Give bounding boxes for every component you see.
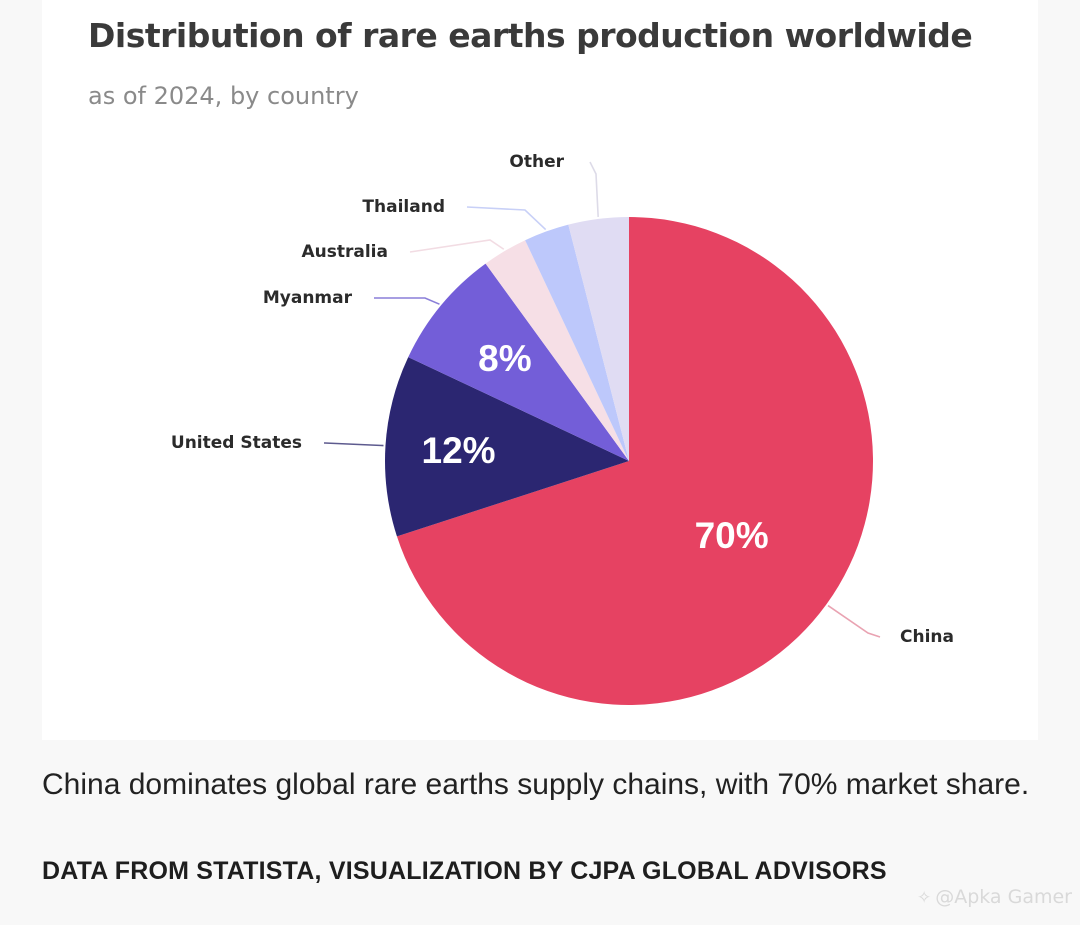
chart-title: Distribution of rare earths production w… (88, 16, 973, 55)
leader-line-myanmar (374, 297, 440, 305)
watermark-text: @Apka Gamer (935, 886, 1072, 908)
chart-subtitle: as of 2024, by country (88, 82, 359, 110)
category-label-china: China (900, 627, 954, 647)
slice-myanmar (408, 263, 629, 461)
pie-slices (384, 217, 873, 705)
pie-chart: 70% China 12% United States 8% Myanmar Austral… (171, 152, 954, 705)
slice-united-states (384, 357, 629, 537)
value-label-china: 70% (695, 515, 769, 556)
category-label-australia: Australia (302, 242, 389, 262)
value-label-myanmar: 8% (478, 338, 531, 379)
slice-australia (485, 240, 629, 461)
category-label-other: Other (509, 152, 564, 172)
caption-text: China dominates global rare earths suppl… (42, 768, 1030, 801)
leader-line-australia (409, 239, 505, 253)
watermark-logo-icon: ✧ (916, 888, 932, 908)
slice-china (396, 217, 873, 705)
leader-line-china (827, 604, 881, 638)
slice-other (568, 217, 629, 461)
data-credit: DATA FROM STATISTA, VISUALIZATION BY CJP… (42, 857, 887, 885)
category-label-united-states: United States (171, 433, 302, 453)
value-label-united-states: 12% (422, 430, 496, 471)
slice-labels: 70% China 12% United States 8% Myanmar Austral… (171, 152, 954, 647)
leader-line-other (589, 161, 599, 217)
slice-thailand (525, 224, 629, 461)
leader-line-thailand (466, 206, 547, 231)
leader-lines (324, 161, 881, 638)
watermark: ✧ @Apka Gamer (917, 886, 1072, 908)
category-label-myanmar: Myanmar (263, 288, 353, 308)
leader-line-united-states (324, 442, 384, 447)
category-label-thailand: Thailand (362, 197, 445, 217)
